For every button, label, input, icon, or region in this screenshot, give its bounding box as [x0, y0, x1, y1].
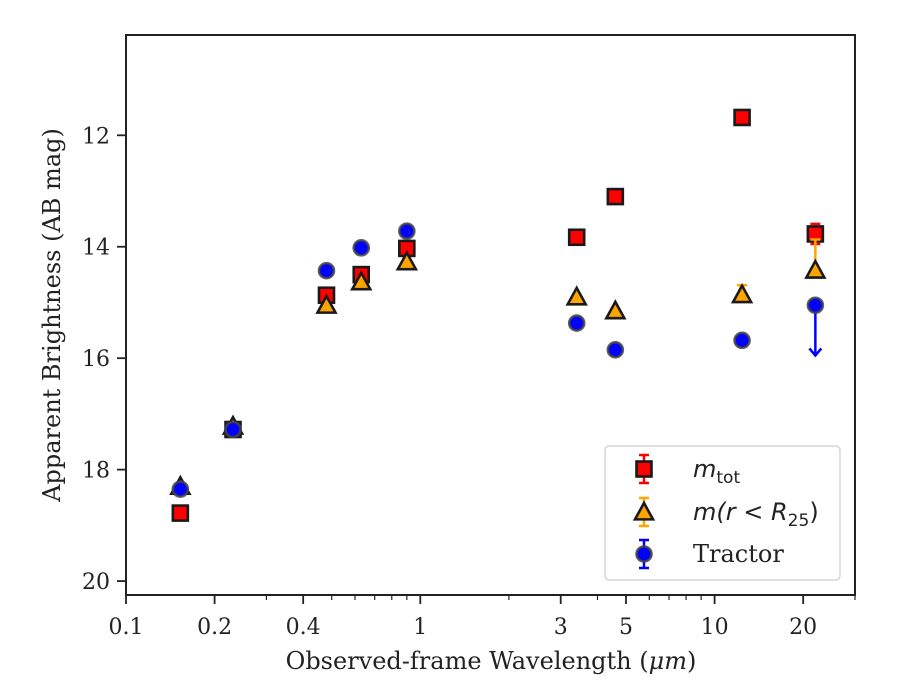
- data-point: [224, 420, 242, 439]
- data-point: [398, 222, 416, 240]
- data-point-body: [317, 261, 336, 280]
- y-tick-label: 20: [82, 570, 110, 595]
- x-axis: 0.1 0.2 0.4 1 3 5 10 20: [109, 595, 856, 640]
- legend-label-mtot: mtot: [693, 455, 740, 488]
- y-axis-label: Apparent Brightness (AB mag): [38, 128, 66, 503]
- legend-marker-1: [632, 500, 656, 521]
- legend-label-tractor: Tractor: [693, 540, 784, 568]
- data-point: [730, 282, 754, 304]
- x-tick-label: 0.2: [197, 615, 232, 640]
- data-point: [567, 228, 586, 247]
- data-point-body: [606, 341, 625, 359]
- y-tick-label: 18: [82, 459, 110, 484]
- y-tick-label: 12: [82, 124, 110, 149]
- x-tick-label: 3: [554, 615, 568, 640]
- data-point-body: [171, 480, 190, 498]
- y-axis: 12 14 16 18 20: [82, 124, 126, 595]
- data-point: [352, 239, 371, 257]
- data-point: [806, 296, 825, 315]
- legend-marker-2: [635, 545, 653, 563]
- data-point-body: [567, 314, 586, 332]
- data-point: [317, 261, 336, 280]
- legend-label-mr25: m(r < R25): [693, 498, 819, 531]
- series-layer: [169, 108, 827, 522]
- axes-frame: [125, 34, 856, 596]
- data-point: [606, 187, 625, 206]
- series-tractor: [171, 222, 825, 498]
- data-point: [315, 293, 338, 314]
- x-tick-label: 10: [701, 615, 729, 640]
- data-point-body: [733, 331, 751, 350]
- y-tick-label: 14: [82, 236, 110, 261]
- data-point: [567, 314, 586, 332]
- data-point: [171, 480, 190, 498]
- data-point: [395, 250, 419, 271]
- legend: mtot m(r < R25) Tractor: [604, 445, 841, 581]
- x-tick-label: 5: [619, 615, 633, 640]
- legend-marker-2-body: [635, 545, 653, 563]
- x-tick-label: 1: [413, 615, 427, 640]
- data-point: [350, 270, 373, 291]
- upper-limit-arrow: [808, 347, 823, 358]
- data-point: [804, 258, 827, 279]
- data-point: [733, 108, 751, 127]
- data-point-body: [352, 239, 371, 257]
- data-point: [733, 331, 751, 350]
- x-axis-label: Observed-frame Wavelength (μm): [286, 647, 697, 675]
- data-point-body: [224, 420, 242, 439]
- x-tick-label: 0.1: [109, 615, 144, 640]
- x-tick-label: 0.4: [286, 615, 321, 640]
- data-point: [606, 341, 625, 359]
- legend-marker-0: [635, 460, 653, 478]
- plot-frame: [125, 34, 856, 596]
- y-tick-label: 16: [82, 347, 110, 372]
- data-point: [604, 299, 627, 320]
- data-point-body: [806, 296, 825, 315]
- data-point: [171, 504, 190, 522]
- data-point-body: [398, 222, 416, 240]
- x-tick-label: 20: [789, 615, 817, 640]
- data-point: [565, 285, 588, 306]
- legend-box: [604, 445, 841, 581]
